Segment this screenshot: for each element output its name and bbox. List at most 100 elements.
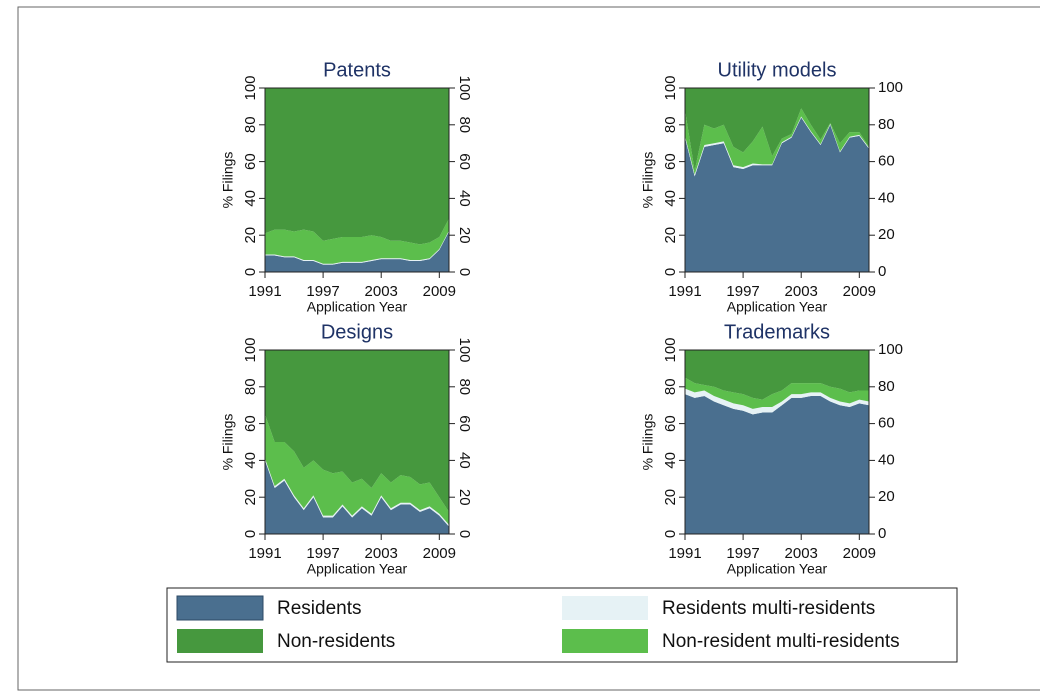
area <box>265 218 449 264</box>
y2-tick-label: 80 <box>878 116 895 133</box>
y2-tick-label: 0 <box>878 263 886 280</box>
y2-tick-label: 0 <box>878 525 886 542</box>
x-tick-label: 1991 <box>668 545 701 562</box>
y2-tick-label: 100 <box>456 75 473 100</box>
x-tick-label: 1991 <box>248 283 281 300</box>
area <box>265 460 449 534</box>
area <box>685 388 869 415</box>
x-axis-label: Application Year <box>727 561 828 577</box>
y-tick-label: 40 <box>662 190 679 207</box>
legend-swatch <box>176 595 264 621</box>
plot-border <box>264 87 450 273</box>
y-tick-label: 80 <box>242 116 259 133</box>
legend-swatch <box>562 596 648 620</box>
y-axis-label: % Filings <box>220 414 236 471</box>
x-tick-label: 2003 <box>785 545 818 562</box>
y-tick-label: 20 <box>242 489 259 506</box>
plot-border <box>264 349 450 535</box>
x-tick-label: 1991 <box>668 283 701 300</box>
y-tick-label: 20 <box>662 489 679 506</box>
x-tick-label: 2003 <box>365 283 398 300</box>
x-tick-label: 1997 <box>306 283 339 300</box>
y2-tick-label: 60 <box>456 153 473 170</box>
y-tick-label: 20 <box>242 227 259 244</box>
plot-border <box>684 87 870 273</box>
y-tick-label: 100 <box>662 75 679 100</box>
y2-tick-label: 0 <box>456 268 473 276</box>
y2-tick-label: 20 <box>456 227 473 244</box>
x-tick-label: 2009 <box>423 283 456 300</box>
area <box>685 108 869 175</box>
y-tick-label: 0 <box>242 268 259 276</box>
legend-label: Non-residents <box>277 631 395 652</box>
x-tick-label: 1997 <box>306 545 339 562</box>
legend-swatch <box>562 629 648 653</box>
y2-tick-label: 60 <box>878 153 895 170</box>
y-tick-label: 60 <box>242 415 259 432</box>
x-tick-label: 2009 <box>423 545 456 562</box>
y2-tick-label: 0 <box>456 530 473 538</box>
y-tick-label: 0 <box>662 530 679 538</box>
area <box>685 350 869 400</box>
y-tick-label: 40 <box>662 452 679 469</box>
x-tick-label: 2009 <box>843 283 876 300</box>
x-tick-label: 1991 <box>248 545 281 562</box>
y-axis-label: % Filings <box>220 152 236 209</box>
legend-label: Non-resident multi-residents <box>662 631 900 652</box>
y-tick-label: 60 <box>662 415 679 432</box>
y-tick-label: 80 <box>662 378 679 395</box>
y2-tick-label: 20 <box>878 226 895 243</box>
plot-border <box>684 349 870 535</box>
area <box>685 377 869 409</box>
y-tick-label: 80 <box>662 116 679 133</box>
y-tick-label: 100 <box>242 337 259 362</box>
y-tick-label: 20 <box>662 227 679 244</box>
y2-tick-label: 40 <box>878 451 895 468</box>
x-tick-label: 2003 <box>785 283 818 300</box>
area <box>265 231 449 272</box>
y2-tick-label: 60 <box>456 415 473 432</box>
x-tick-label: 1997 <box>726 545 759 562</box>
y2-tick-label: 100 <box>878 341 903 358</box>
y2-tick-label: 80 <box>456 378 473 395</box>
y-tick-label: 0 <box>242 530 259 538</box>
y2-tick-label: 80 <box>878 378 895 395</box>
x-axis-label: Application Year <box>727 299 828 315</box>
x-axis-label: Application Year <box>307 299 408 315</box>
y2-tick-label: 100 <box>456 337 473 362</box>
y-tick-label: 80 <box>242 378 259 395</box>
frame <box>17 6 1040 691</box>
y-axis-label: % Filings <box>640 152 656 209</box>
y-axis-label: % Filings <box>640 414 656 471</box>
chart-title: Designs <box>321 321 393 343</box>
y-tick-label: 60 <box>662 153 679 170</box>
y2-tick-label: 20 <box>456 489 473 506</box>
y2-tick-label: 100 <box>878 79 903 96</box>
x-axis-label: Application Year <box>307 561 408 577</box>
area <box>265 88 449 245</box>
x-tick-label: 1997 <box>726 283 759 300</box>
legend-label: Residents <box>277 598 362 619</box>
y2-tick-label: 40 <box>878 189 895 206</box>
chart-title: Utility models <box>718 59 837 81</box>
chart-title: Patents <box>323 59 391 81</box>
y-tick-label: 40 <box>242 452 259 469</box>
area <box>265 414 449 525</box>
x-tick-label: 2003 <box>365 545 398 562</box>
y-tick-label: 0 <box>662 268 679 276</box>
legend-label: Residents multi-residents <box>662 598 875 619</box>
y2-tick-label: 60 <box>878 415 895 432</box>
y2-tick-label: 40 <box>456 452 473 469</box>
y2-tick-label: 40 <box>456 190 473 207</box>
y2-tick-label: 20 <box>878 488 895 505</box>
legend-swatch <box>177 629 263 653</box>
y-tick-label: 100 <box>242 75 259 100</box>
chart-title: Trademarks <box>724 321 830 343</box>
area <box>685 394 869 534</box>
x-tick-label: 2009 <box>843 545 876 562</box>
area <box>265 350 449 512</box>
area <box>685 117 869 272</box>
area <box>685 88 869 171</box>
y-tick-label: 60 <box>242 153 259 170</box>
